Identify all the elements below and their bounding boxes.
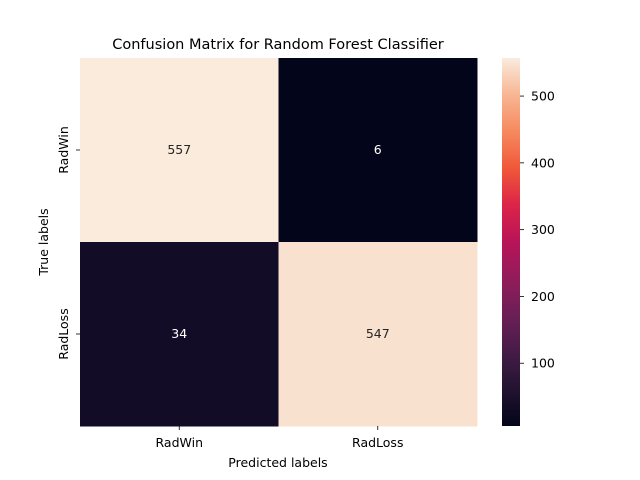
heatmap-cells (80, 58, 478, 427)
y-tick-label: RadLoss (56, 308, 71, 359)
cell-value-label: 547 (366, 326, 390, 341)
cell-value-label: 34 (171, 326, 187, 341)
heatmap-cell-labels: 557 6 34 547 (167, 142, 389, 341)
cell-value-label: 6 (374, 142, 382, 157)
x-tick-label: RadLoss (352, 435, 403, 450)
colorbar-tick-label: 400 (531, 155, 555, 170)
heatmap-cell-radloss-radloss (278, 242, 478, 427)
cell-value-label: 557 (167, 142, 191, 157)
colorbar-tick-label: 300 (531, 222, 555, 237)
x-axis-ticks: RadWin RadLoss (156, 426, 403, 450)
y-axis-label: True labels (36, 208, 51, 276)
y-tick-label: RadWin (56, 126, 71, 174)
heatmap-cell-radwin-radloss (278, 58, 478, 243)
colorbar-tick-label: 100 (531, 356, 555, 371)
colorbar (502, 58, 520, 426)
heatmap-cell-radloss-radwin (80, 242, 279, 427)
x-axis-label: Predicted labels (228, 455, 327, 470)
x-tick-label: RadWin (156, 435, 204, 450)
colorbar-tick-label: 200 (531, 289, 555, 304)
y-axis-ticks: RadWin RadLoss (56, 126, 80, 360)
colorbar-ticks: 100 200 300 400 500 (520, 89, 555, 371)
colorbar-tick-label: 500 (531, 89, 555, 104)
chart-title: Confusion Matrix for Random Forest Class… (112, 37, 444, 53)
heatmap-cell-radwin-radwin (80, 58, 279, 243)
